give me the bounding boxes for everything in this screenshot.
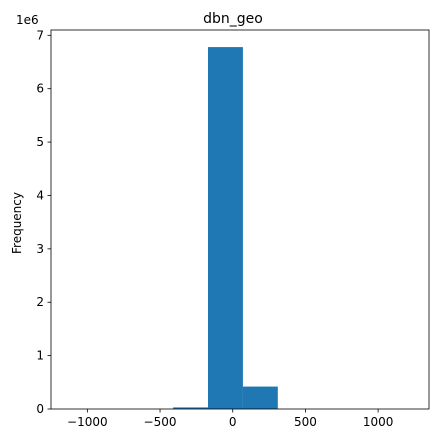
y-tick-label: 2 xyxy=(36,295,44,309)
y-tick-label: 4 xyxy=(36,188,44,202)
bars xyxy=(173,47,278,409)
x-axis-ticks: −1000 −500 0 500 1000 xyxy=(67,409,393,429)
histogram-bar xyxy=(242,386,278,409)
x-tick-label: 500 xyxy=(294,415,317,429)
y-tick-label: 3 xyxy=(36,242,44,256)
y-axis-label: Frequency xyxy=(10,192,24,254)
y-tick-label: 6 xyxy=(36,82,44,96)
plot-frame xyxy=(50,29,430,410)
y-axis-ticks: 0 1 2 3 4 5 6 7 xyxy=(36,28,51,416)
chart-title: dbn_geo xyxy=(203,11,263,27)
x-tick-label: −500 xyxy=(144,415,177,429)
y-tick-label: 5 xyxy=(36,135,44,149)
y-tick-label: 7 xyxy=(36,28,44,42)
x-tick-label: 0 xyxy=(229,415,237,429)
x-tick-label: 1000 xyxy=(363,415,394,429)
y-tick-label: 1 xyxy=(36,349,44,363)
histogram-bar xyxy=(173,407,209,409)
histogram-bar xyxy=(208,47,243,409)
y-tick-label: 0 xyxy=(36,402,44,416)
x-tick-label: −1000 xyxy=(67,415,108,429)
y-offset-label: 1e6 xyxy=(16,13,39,27)
